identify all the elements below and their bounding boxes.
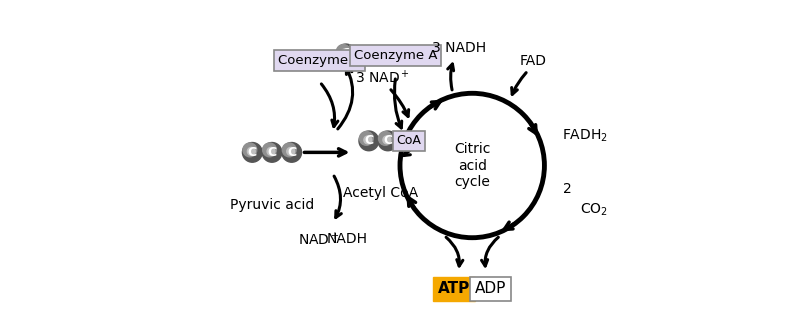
Text: NAD$^+$: NAD$^+$	[298, 231, 339, 248]
Circle shape	[282, 143, 296, 157]
Text: C: C	[248, 146, 257, 159]
Circle shape	[359, 131, 374, 145]
Circle shape	[378, 131, 398, 151]
Text: 2: 2	[563, 182, 572, 196]
Circle shape	[359, 131, 378, 151]
Text: C: C	[577, 182, 586, 195]
Text: C: C	[383, 134, 393, 147]
Circle shape	[243, 143, 257, 157]
Text: 3 NAD$^+$: 3 NAD$^+$	[355, 69, 410, 86]
Text: Coenzyme A: Coenzyme A	[354, 49, 438, 62]
Text: C: C	[287, 146, 296, 159]
Circle shape	[337, 45, 350, 58]
Text: CoA: CoA	[397, 134, 422, 147]
Text: CO$_2$: CO$_2$	[358, 46, 386, 62]
Text: C: C	[364, 134, 374, 147]
Circle shape	[247, 147, 255, 155]
Circle shape	[573, 180, 591, 198]
Text: C: C	[267, 146, 277, 159]
Circle shape	[262, 143, 277, 157]
Circle shape	[378, 131, 392, 145]
Circle shape	[242, 143, 262, 162]
Circle shape	[336, 44, 356, 64]
Circle shape	[577, 184, 585, 192]
Text: Citric
acid
cycle: Citric acid cycle	[454, 142, 490, 189]
Circle shape	[364, 136, 372, 144]
Circle shape	[267, 147, 275, 155]
Circle shape	[282, 143, 302, 162]
Text: 3 NADH: 3 NADH	[431, 41, 486, 55]
Text: FAD: FAD	[520, 54, 547, 69]
Circle shape	[262, 143, 282, 162]
Text: CO$_2$: CO$_2$	[580, 202, 608, 218]
Circle shape	[286, 147, 294, 155]
Text: Pyruvic acid: Pyruvic acid	[230, 198, 314, 212]
Text: NADH: NADH	[326, 232, 367, 246]
Text: FADH$_2$: FADH$_2$	[562, 128, 608, 144]
Text: Acetyl CoA: Acetyl CoA	[342, 186, 418, 200]
Circle shape	[383, 136, 391, 144]
Text: ATP: ATP	[438, 281, 470, 296]
Circle shape	[341, 49, 349, 57]
Circle shape	[573, 180, 586, 193]
Text: C: C	[342, 47, 350, 60]
Text: ADP: ADP	[474, 281, 506, 296]
Text: Coenzyme A: Coenzyme A	[278, 54, 362, 67]
